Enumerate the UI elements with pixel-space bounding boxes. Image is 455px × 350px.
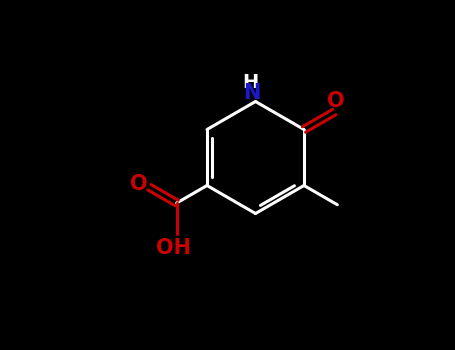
Text: H: H: [242, 73, 258, 92]
Text: N: N: [243, 83, 261, 103]
Text: OH: OH: [156, 238, 191, 258]
Text: O: O: [327, 91, 345, 111]
Text: O: O: [130, 174, 148, 194]
